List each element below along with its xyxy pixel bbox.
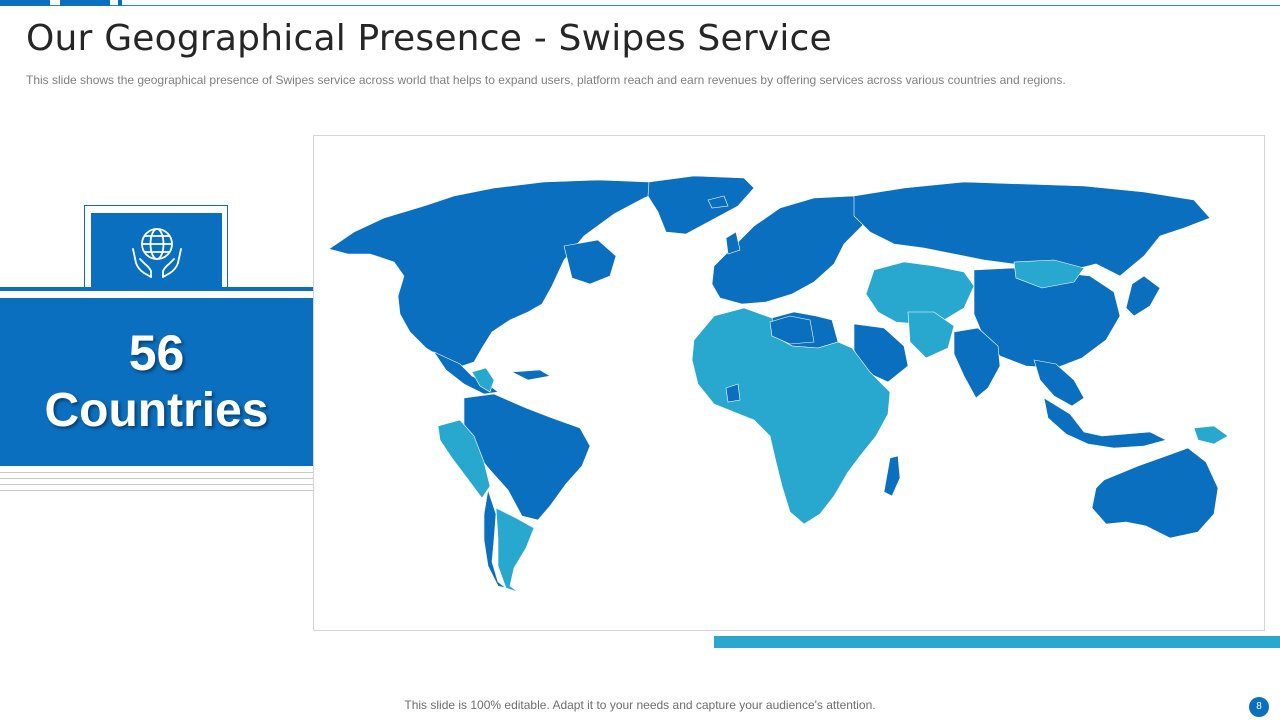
map-region-andes-west: [437, 419, 491, 499]
map-region-mongolia: [1013, 259, 1085, 289]
map-region-europe: [711, 195, 875, 305]
map-region-canada-east: [563, 239, 617, 285]
map-region-australia: [1091, 447, 1219, 539]
map-region-southeast-asia: [1033, 359, 1085, 407]
map-region-madagascar: [883, 455, 901, 497]
slide-subtitle: This slide shows the geographical presen…: [26, 73, 1066, 87]
map-region-india: [953, 327, 1001, 399]
map-region-indonesia: [1043, 397, 1167, 449]
slide-title: Our Geographical Presence - Swipes Servi…: [26, 18, 832, 59]
top-rule: [0, 5, 1280, 6]
divider-line-1: [0, 472, 313, 473]
divider-line-2: [0, 478, 313, 479]
map-region-argentina: [495, 507, 535, 593]
map-region-brazil: [463, 393, 591, 521]
icon-box: [91, 213, 222, 289]
map-region-papua: [1193, 425, 1229, 445]
accent-bar: [714, 636, 1280, 648]
stat-band: 56 Countries: [0, 298, 313, 466]
top-tab-3: [118, 0, 122, 6]
globe-in-hands-icon: [131, 228, 182, 278]
stat-number: 56: [128, 325, 185, 381]
divider-line-3: [0, 484, 313, 485]
map-region-greenland: [647, 175, 755, 235]
footer-note: This slide is 100% editable. Adapt it to…: [404, 698, 876, 712]
page-number-badge: 8: [1249, 697, 1269, 717]
band-top-rule: [0, 287, 313, 291]
top-tab-1: [0, 0, 50, 6]
map-region-middle-east: [907, 311, 955, 359]
divider-line-4: [0, 490, 313, 491]
world-map-frame: [313, 135, 1265, 631]
map-region-north-america: [328, 179, 670, 367]
map-region-caribbean: [510, 369, 551, 381]
map-region-iceland: [707, 195, 729, 209]
map-region-central-asia: [865, 261, 975, 325]
map-region-japan: [1125, 275, 1161, 317]
map-region-west-africa-spot: [725, 383, 741, 403]
map-region-central-america: [471, 367, 495, 393]
top-tab-2: [60, 0, 110, 6]
map-region-uk: [725, 231, 741, 255]
world-map: [328, 175, 1229, 593]
map-region-libya: [769, 315, 815, 345]
stat-label: Countries: [44, 384, 269, 437]
map-region-russia: [853, 181, 1211, 277]
